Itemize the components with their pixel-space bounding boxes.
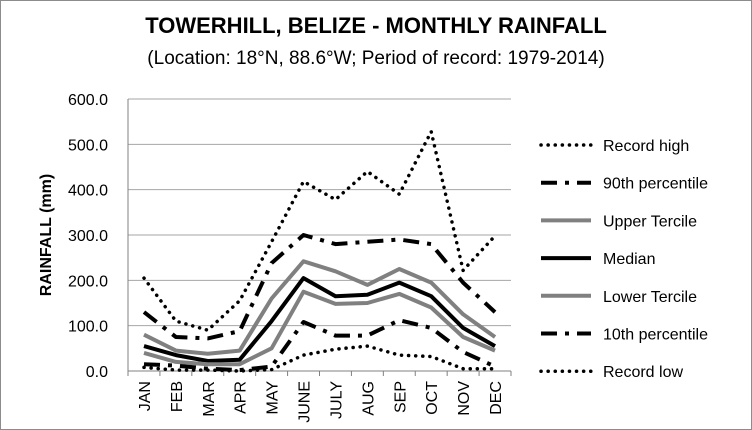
legend-label: Lower Tercile [603, 289, 697, 306]
y-tick-label: 100.0 [68, 319, 108, 336]
x-tick-label: JAN [137, 381, 154, 411]
y-tick-label: 200.0 [68, 273, 108, 290]
series-line-median [143, 276, 496, 363]
gridlines [128, 98, 511, 327]
x-tick-label: JUNE [297, 381, 314, 423]
chart-title: TOWERHILL, BELIZE - MONTHLY RAINFALL [145, 13, 607, 38]
series-line-record-low [142, 344, 497, 373]
legend-label: Median [603, 251, 655, 268]
x-tick-label: APR [233, 381, 250, 414]
legend-label: Record high [603, 138, 689, 155]
x-tick-label: SEP [392, 381, 409, 413]
series-line-upper-tercile [143, 259, 497, 356]
y-tick-label: 0.0 [86, 364, 108, 381]
x-tick-label: NOV [456, 381, 473, 416]
y-tick-label: 500.0 [68, 137, 108, 154]
x-tick-label: MAR [201, 381, 218, 417]
legend-label: Record low [603, 364, 683, 381]
legend-label: 90th percentile [603, 176, 708, 193]
y-tick-label: 300.0 [68, 228, 108, 245]
x-tick-label: DEC [488, 381, 505, 415]
x-tick-label: FEB [169, 381, 186, 412]
series-line-record-high [142, 129, 497, 332]
legend: Record high 90th percentile Upper Tercile M… [539, 138, 708, 381]
chart-subtitle: (Location: 18°N, 88.6°W; Period of recor… [147, 48, 604, 69]
axes: 0.0 100.0 200.0 300.0 400.0 500.0 600.0 JAN FEB M… [68, 92, 512, 423]
y-axis-label: RAINFALL (mm) [38, 174, 55, 296]
series-lines [142, 129, 497, 373]
x-tick-label: JULY [328, 381, 345, 419]
series-line-lower-tercile [143, 289, 496, 367]
legend-label: 10th percentile [603, 327, 708, 344]
legend-label: Upper Tercile [603, 213, 697, 230]
series-line-90th-percentile [142, 233, 497, 341]
y-tick-label: 400.0 [68, 183, 108, 200]
x-tick-label: OCT [424, 381, 441, 415]
y-tick-label: 600.0 [68, 92, 108, 109]
x-tick-label: MAY [265, 381, 282, 415]
x-tick-label: AUG [360, 381, 377, 416]
series-line-10th-percentile [143, 318, 496, 373]
